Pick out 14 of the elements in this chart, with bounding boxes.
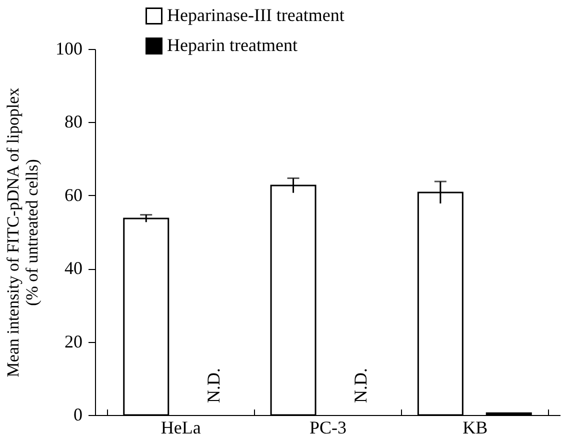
x-tick-label: KB <box>462 418 488 438</box>
y-tick-label: 80 <box>64 112 82 132</box>
y-tick-label: 40 <box>64 258 82 278</box>
legend-label: Heparinase-III treatment <box>167 5 344 25</box>
y-tick-label: 100 <box>56 38 82 58</box>
text: N.D. <box>350 368 371 403</box>
x-tick-label: HeLa <box>160 418 201 438</box>
legend-label: Heparin treatment <box>167 35 298 55</box>
y-tick-label: 20 <box>64 331 82 352</box>
x-tick-label: PC-3 <box>309 418 347 438</box>
y-tick-label: 60 <box>64 184 82 205</box>
text: N.D. <box>204 368 224 403</box>
y-axis-title: Mean intensity of FITC-pDNA of lipoplex (% of untreated cells) <box>4 87 42 378</box>
y-tick-label: 0 <box>74 404 82 424</box>
